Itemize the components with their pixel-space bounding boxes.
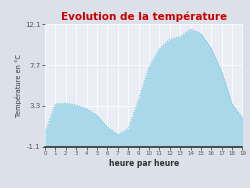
Y-axis label: Température en °C: Température en °C bbox=[16, 54, 22, 117]
X-axis label: heure par heure: heure par heure bbox=[108, 159, 179, 168]
Title: Evolution de la température: Evolution de la température bbox=[61, 12, 227, 22]
